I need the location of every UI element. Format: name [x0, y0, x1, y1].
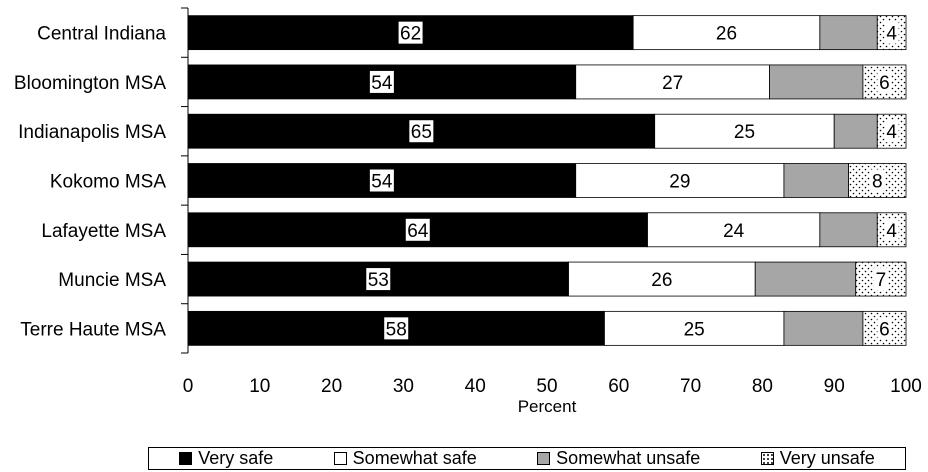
data-label-bg-very-unsafe-terre-haute-msa	[877, 317, 892, 340]
data-label-bg-somewhat-safe-bloomington-msa	[660, 70, 685, 93]
data-label-bg-very-unsafe-indianapolis-msa	[884, 120, 899, 143]
bar-somewhat-unsafe-terre-haute-msa	[783, 310, 864, 346]
data-label-very-safe-terre-haute-msa: 58	[386, 319, 407, 340]
legend-item-very-unsafe: Very unsafe	[760, 448, 875, 469]
data-label-bg-very-unsafe-central-indiana	[884, 21, 899, 44]
x-tick-label-30: 30	[393, 376, 414, 397]
data-label-very-safe-kokomo-msa: 54	[371, 172, 393, 193]
legend-item-very-safe: Very safe	[179, 448, 273, 469]
x-tick-label-10: 10	[249, 376, 270, 397]
data-label-somewhat-safe-bloomington-msa: 27	[662, 73, 683, 94]
data-label-very-safe-indianapolis-msa: 65	[411, 122, 432, 143]
x-tick-label-100: 100	[890, 376, 922, 397]
bar-somewhat-unsafe-bloomington-msa	[769, 64, 864, 100]
data-label-bg-very-safe-terre-haute-msa	[384, 317, 409, 340]
data-label-bg-somewhat-safe-kokomo-msa	[667, 169, 692, 192]
data-label-very-unsafe-lafayette-msa: 4	[886, 221, 897, 242]
x-tick-label-60: 60	[608, 376, 629, 397]
bar-somewhat-safe-central-indiana	[632, 15, 821, 51]
legend-swatch-somewhat-unsafe	[537, 452, 551, 465]
data-label-bg-somewhat-safe-indianapolis-msa	[732, 120, 757, 143]
bar-somewhat-unsafe-kokomo-msa	[783, 163, 849, 198]
data-label-bg-very-safe-kokomo-msa	[369, 169, 394, 192]
data-label-very-safe-muncie-msa: 53	[368, 270, 389, 291]
data-label-very-safe-bloomington-msa: 54	[371, 73, 393, 94]
legend-label-very-unsafe: Very unsafe	[779, 448, 875, 468]
data-label-very-unsafe-terre-haute-msa: 6	[879, 319, 890, 340]
data-label-bg-somewhat-safe-muncie-msa	[649, 268, 674, 291]
category-label-muncie-msa: Muncie MSA	[58, 270, 166, 291]
data-label-very-unsafe-bloomington-msa: 6	[879, 73, 890, 94]
x-tick-label-20: 20	[321, 376, 342, 397]
bar-somewhat-unsafe-muncie-msa	[754, 261, 857, 297]
axes-layer: Central Indiana Bloomington MSA Indianapol…	[14, 7, 922, 397]
legend-label-somewhat-safe: Somewhat safe	[352, 448, 477, 468]
data-label-bg-somewhat-safe-lafayette-msa	[721, 218, 746, 241]
legend-label-very-safe: Very safe	[198, 448, 274, 468]
data-label-somewhat-safe-terre-haute-msa: 25	[684, 319, 705, 340]
data-label-bg-very-unsafe-kokomo-msa	[870, 169, 885, 192]
bar-somewhat-unsafe-indianapolis-msa	[833, 113, 878, 149]
data-label-bg-very-safe-bloomington-msa	[369, 70, 394, 93]
legend-swatch-very-safe	[179, 452, 193, 465]
x-tick-label-40: 40	[465, 376, 486, 397]
data-label-bg-somewhat-safe-terre-haute-msa	[682, 317, 707, 340]
bar-very-unsafe-lafayette-msa	[876, 212, 907, 248]
data-label-somewhat-safe-muncie-msa: 26	[651, 270, 672, 291]
legend-label-somewhat-unsafe: Somewhat unsafe	[556, 448, 701, 468]
data-label-bg-very-safe-lafayette-msa	[405, 218, 430, 241]
x-tick-label-0: 0	[183, 376, 194, 397]
data-label-somewhat-safe-lafayette-msa: 24	[723, 221, 745, 242]
data-label-very-safe-central-indiana: 62	[400, 24, 421, 45]
legend-item-somewhat-safe: Somewhat safe	[333, 448, 477, 469]
bar-very-unsafe-kokomo-msa	[848, 163, 907, 198]
data-label-bg-very-safe-indianapolis-msa	[409, 120, 434, 143]
data-label-bg-somewhat-safe-central-indiana	[714, 21, 739, 44]
data-label-bg-very-unsafe-bloomington-msa	[877, 70, 892, 93]
category-label-lafayette-msa: Lafayette MSA	[41, 221, 166, 242]
category-label-terre-haute-msa: Terre Haute MSA	[20, 319, 166, 340]
category-label-central-indiana: Central Indiana	[37, 24, 166, 45]
data-label-somewhat-safe-indianapolis-msa: 25	[734, 122, 755, 143]
legend-swatch-very-unsafe	[760, 452, 774, 465]
data-label-very-unsafe-central-indiana: 4	[886, 24, 897, 45]
data-label-very-unsafe-indianapolis-msa: 4	[886, 122, 897, 143]
bars-layer: 62 26 4 54 27 6 65 25 4 54 29 8 64 24 4 53 26 7 58 25 6	[187, 15, 907, 346]
data-label-somewhat-safe-kokomo-msa: 29	[669, 172, 690, 193]
legend-item-somewhat-unsafe: Somewhat unsafe	[537, 448, 700, 469]
x-tick-label-90: 90	[824, 376, 845, 397]
data-label-bg-very-safe-muncie-msa	[366, 268, 391, 291]
data-label-very-unsafe-kokomo-msa: 8	[872, 172, 883, 193]
bar-somewhat-unsafe-lafayette-msa	[819, 212, 878, 248]
x-tick-label-70: 70	[680, 376, 701, 397]
x-tick-label-80: 80	[752, 376, 773, 397]
category-label-bloomington-msa: Bloomington MSA	[14, 73, 166, 94]
chart-legend: Very safe Somewhat safe Somewhat unsafe …	[148, 447, 906, 470]
category-label-kokomo-msa: Kokomo MSA	[50, 172, 166, 193]
data-label-bg-very-safe-central-indiana	[398, 21, 423, 44]
data-label-somewhat-safe-central-indiana: 26	[716, 24, 737, 45]
data-label-very-safe-lafayette-msa: 64	[407, 221, 429, 242]
data-label-very-unsafe-muncie-msa: 7	[876, 270, 887, 291]
bar-somewhat-unsafe-central-indiana	[819, 15, 878, 51]
data-label-bg-very-unsafe-muncie-msa	[873, 268, 888, 291]
legend-swatch-somewhat-safe	[333, 452, 347, 465]
x-tick-label-50: 50	[536, 376, 557, 397]
category-label-indianapolis-msa: Indianapolis MSA	[18, 122, 166, 143]
data-label-bg-very-unsafe-lafayette-msa	[884, 218, 899, 241]
x-axis-title: Percent	[518, 397, 577, 416]
